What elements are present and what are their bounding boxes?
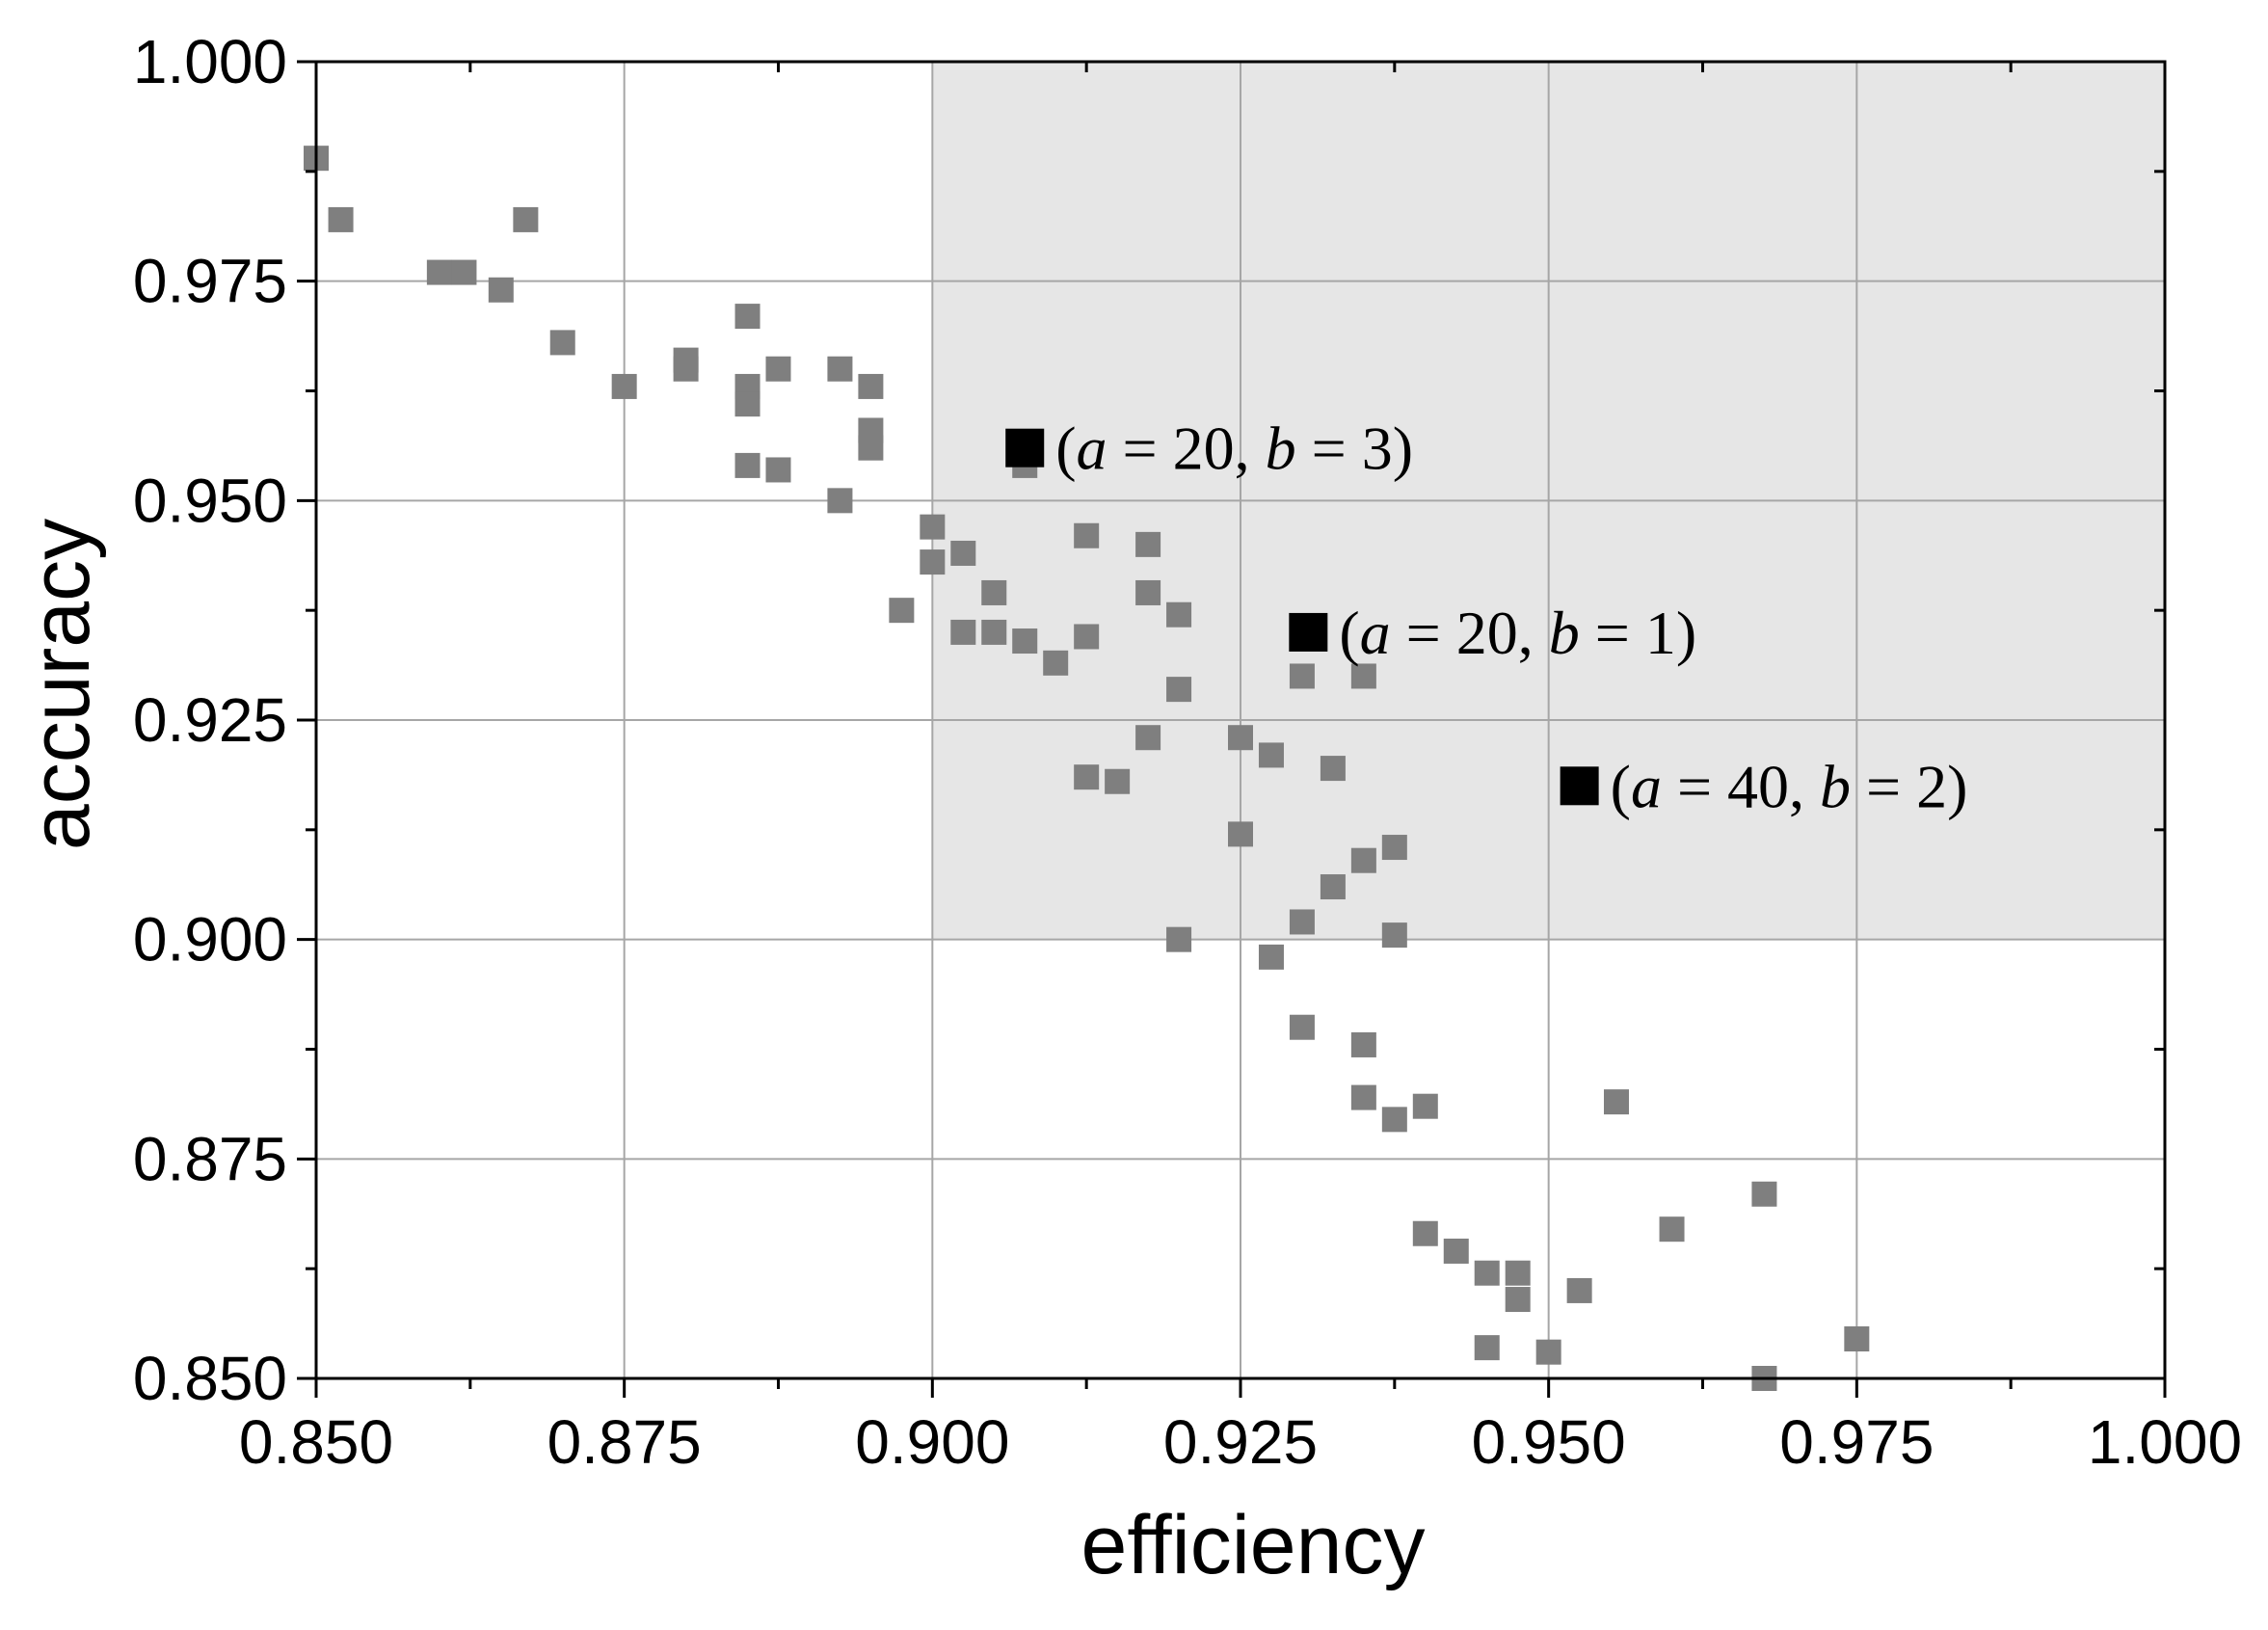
data-point (1135, 579, 1161, 605)
data-point (1135, 531, 1161, 557)
data-point (1381, 835, 1407, 861)
data-point (765, 356, 791, 382)
highlighted-point (1005, 428, 1045, 468)
data-point (1258, 742, 1284, 768)
point-annotation: (a = 20, b = 1) (1339, 599, 1696, 667)
data-point (734, 452, 760, 478)
data-point (1474, 1335, 1500, 1361)
x-tick-label: 0.925 (1163, 1407, 1318, 1477)
x-tick-label: 1.000 (2088, 1407, 2242, 1477)
data-point (1289, 663, 1315, 689)
data-point (1228, 821, 1253, 847)
data-point (1535, 1339, 1561, 1365)
x-tick-label: 0.850 (239, 1407, 393, 1477)
data-point (1751, 1181, 1777, 1207)
data-point (1320, 874, 1346, 900)
y-tick-label: 1.000 (133, 27, 287, 96)
data-point (950, 540, 976, 566)
data-point (1474, 1260, 1500, 1286)
data-point (827, 488, 853, 514)
data-point (1381, 1107, 1407, 1133)
data-point (611, 373, 637, 399)
data-point (1166, 601, 1192, 628)
data-point (1074, 522, 1100, 548)
data-point (673, 356, 699, 382)
data-point (1166, 926, 1192, 952)
data-point (1443, 1238, 1469, 1264)
x-tick-label: 0.900 (855, 1407, 1009, 1477)
data-point (1012, 628, 1038, 655)
data-point (981, 619, 1007, 645)
data-point (1166, 677, 1192, 703)
y-tick-label: 0.925 (133, 685, 287, 755)
data-point (858, 435, 884, 461)
data-point (1135, 725, 1161, 751)
data-point (451, 259, 477, 285)
y-axis-title: accuracy (14, 519, 107, 850)
data-point (1844, 1326, 1870, 1352)
y-tick-label: 0.850 (133, 1344, 287, 1413)
data-point (1350, 663, 1376, 689)
data-point (765, 457, 791, 483)
point-annotation: (a = 20, b = 3) (1055, 414, 1413, 483)
data-point (1350, 847, 1376, 873)
highlighted-point (1289, 612, 1328, 652)
x-tick-label: 0.975 (1779, 1407, 1934, 1477)
data-point (1350, 1084, 1376, 1110)
data-point (1505, 1260, 1531, 1286)
data-point (1043, 650, 1069, 676)
data-point (513, 206, 539, 232)
data-point (827, 356, 853, 382)
data-point (549, 330, 575, 356)
data-point (1289, 1014, 1315, 1040)
data-point (920, 549, 946, 575)
data-point (1566, 1277, 1592, 1303)
data-point (1659, 1216, 1685, 1243)
data-point (1258, 944, 1284, 970)
x-tick-label: 0.875 (547, 1407, 702, 1477)
data-point (858, 373, 884, 399)
data-point (734, 304, 760, 330)
data-point (1505, 1287, 1531, 1313)
x-tick-label: 0.950 (1472, 1407, 1626, 1477)
data-point (1412, 1093, 1438, 1119)
data-point (1412, 1220, 1438, 1246)
data-point (1603, 1089, 1629, 1115)
data-point (1289, 909, 1315, 935)
data-point (426, 259, 452, 285)
point-annotation: (a = 40, b = 2) (1611, 752, 1968, 820)
data-point (1074, 624, 1100, 650)
data-point (1381, 922, 1407, 949)
data-point (1228, 725, 1253, 751)
data-point (889, 598, 915, 624)
data-point (1074, 764, 1100, 790)
data-point (1350, 1031, 1376, 1057)
data-point (328, 206, 354, 232)
y-tick-label: 0.975 (133, 247, 287, 316)
data-point (950, 619, 976, 645)
highlighted-point (1560, 766, 1599, 806)
y-tick-label: 0.950 (133, 466, 287, 535)
data-point (981, 579, 1007, 605)
data-point (734, 391, 760, 417)
y-tick-label: 0.875 (133, 1124, 287, 1193)
y-tick-label: 0.900 (133, 905, 287, 975)
data-point (920, 514, 946, 540)
data-point (488, 277, 514, 303)
data-point (1105, 768, 1131, 794)
data-point (1320, 756, 1346, 782)
x-axis-title: efficiency (1081, 1499, 1426, 1591)
